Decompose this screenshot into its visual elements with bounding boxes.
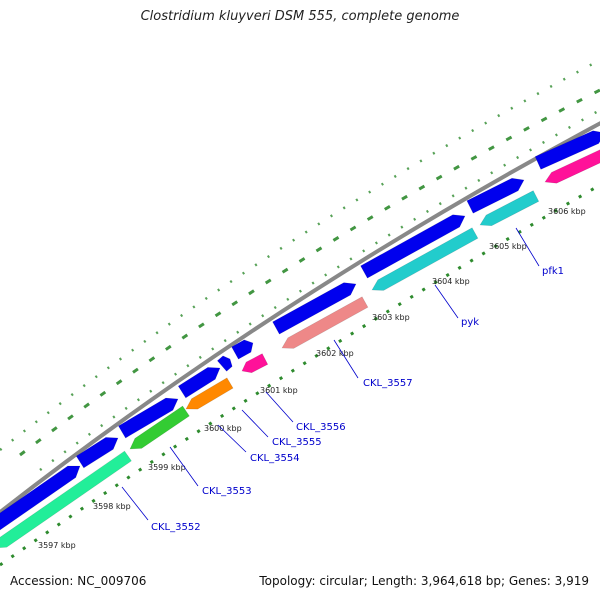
kbp-label: 3602 kbp <box>316 349 354 358</box>
reverse-cds-arrow[interactable] <box>371 227 479 291</box>
map-title: Clostridium kluyveri DSM 555, complete g… <box>140 9 460 24</box>
outer-gc-ticks <box>0 58 600 472</box>
gc-skew-ticks <box>0 58 600 451</box>
label-leader-line <box>241 409 269 438</box>
reverse-cds-arrow[interactable] <box>185 377 234 410</box>
kbp-label: 3605 kbp <box>489 242 527 251</box>
reverse-cds-arrow[interactable] <box>281 296 369 349</box>
forward-cds-arrow[interactable] <box>75 437 119 469</box>
forward-cds-arrow[interactable] <box>177 367 221 399</box>
forward-cds-arrow[interactable] <box>360 214 466 279</box>
label-leader-line <box>169 446 199 487</box>
forward-cds-arrow[interactable] <box>0 465 81 531</box>
backbone-line <box>0 121 600 515</box>
reverse-cds-arrow[interactable] <box>0 450 132 548</box>
kbp-label: 3599 kbp <box>148 463 186 472</box>
gene-label[interactable]: CKL_3552 <box>151 522 201 533</box>
kbp-label: 3597 kbp <box>38 541 76 550</box>
label-leader-line <box>515 227 540 267</box>
gene-label-leaders <box>121 227 540 521</box>
gene-label[interactable]: CKL_3555 <box>272 437 322 448</box>
kbp-label: 3606 kbp <box>548 207 586 216</box>
reverse-strand-features <box>0 149 600 548</box>
label-leader-line <box>434 284 459 319</box>
genome-backbone <box>0 121 600 515</box>
gene-label[interactable]: CKL_3553 <box>202 486 252 497</box>
genome-summary-text: Topology: circular; Length: 3,964,618 bp… <box>259 574 589 588</box>
forward-cds-arrow[interactable] <box>466 177 525 214</box>
label-leader-line <box>217 424 247 453</box>
kbp-label: 3600 kbp <box>204 424 242 433</box>
forward-cds-arrow[interactable] <box>534 130 600 170</box>
kbp-label: 3601 kbp <box>260 386 298 395</box>
label-leader-line <box>333 339 359 379</box>
gene-label[interactable]: pfk1 <box>542 266 564 277</box>
gc-skew-ticks <box>39 108 600 472</box>
reverse-cds-arrow[interactable] <box>241 353 269 374</box>
kbp-label: 3603 kbp <box>372 313 410 322</box>
reverse-cds-arrow[interactable] <box>544 149 600 184</box>
forward-cds-arrow[interactable] <box>272 282 357 335</box>
gene-label[interactable]: pyk <box>461 317 479 328</box>
gene-label[interactable]: CKL_3557 <box>363 378 413 389</box>
label-leader-line <box>265 391 294 423</box>
kbp-label: 3604 kbp <box>432 277 470 286</box>
kbp-scale-labels: 3597 kbp 3598 kbp 3599 kbp 3600 kbp 3601 kbp… <box>38 207 586 550</box>
forward-cds-arrow[interactable] <box>231 339 254 360</box>
reverse-cds-arrow[interactable] <box>129 405 190 450</box>
forward-cds-arrow[interactable] <box>216 355 233 372</box>
gene-labels: CKL_3552 CKL_3553 CKL_3554 CKL_3555 CKL_3556… <box>151 266 564 533</box>
gene-label[interactable]: CKL_3554 <box>250 453 300 464</box>
reverse-cds-arrow[interactable] <box>479 190 540 227</box>
accession-text: Accession: NC_009706 <box>10 574 147 588</box>
forward-cds-arrow[interactable] <box>118 397 179 439</box>
gc-skew-ticks <box>19 88 600 457</box>
label-leader-line <box>121 486 149 521</box>
forward-strand-features <box>0 130 600 531</box>
kbp-label: 3598 kbp <box>93 502 131 511</box>
gene-label[interactable]: CKL_3556 <box>296 422 346 433</box>
